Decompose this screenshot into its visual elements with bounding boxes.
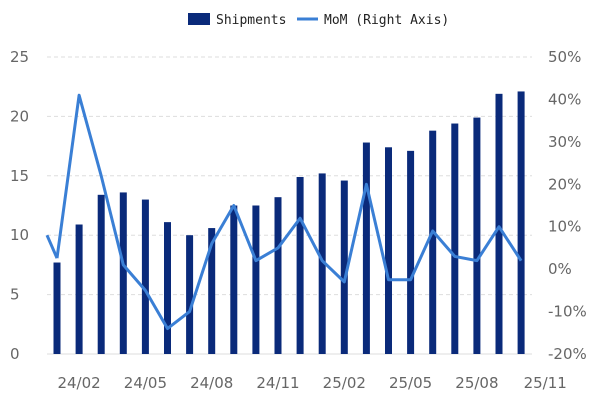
bar-25/08 (473, 117, 481, 354)
x-tick-label: 25/11 (524, 374, 567, 392)
gridlines (47, 56, 532, 355)
legend-swatch-shipments (188, 13, 210, 25)
right-tick-label: 10% (548, 218, 581, 236)
legend-label-mom: MoM (Right Axis) (324, 13, 449, 28)
bar-24/06 (164, 222, 171, 354)
right-tick-label: 30% (548, 133, 581, 151)
mom-line-path (55, 93, 523, 331)
x-tick-label: 24/11 (256, 374, 299, 392)
left-tick-label: 0 (10, 345, 20, 363)
right-tick-label: -10% (548, 303, 587, 321)
left-tick-label: 10 (10, 226, 29, 244)
x-tick-label: 25/05 (389, 374, 432, 392)
right-tick-label: 20% (548, 175, 581, 193)
bars (53, 91, 525, 355)
legend-label-shipments: Shipments (216, 13, 286, 28)
left-tick-label: 20 (10, 107, 29, 125)
right-tick-label: 40% (548, 90, 581, 108)
bar-25/02 (340, 180, 348, 354)
bar-24/03 (97, 194, 105, 354)
bar-24/02 (75, 224, 83, 354)
bar-24/11 (274, 197, 282, 354)
x-tick-label: 25/08 (455, 374, 498, 392)
bar-24/12 (296, 176, 304, 354)
bar-24/09 (230, 205, 238, 354)
bar-25/10 (517, 91, 525, 355)
bar-24/05 (141, 199, 149, 354)
bar-25/07 (451, 123, 459, 354)
bar-24/07 (186, 235, 194, 354)
bar-24/04 (119, 192, 127, 354)
left-tick-label: 15 (10, 167, 29, 185)
right-tick-label: -20% (548, 345, 587, 363)
x-tick-label: 25/02 (323, 374, 366, 392)
x-tick-label: 24/02 (57, 374, 100, 392)
bar-25/09 (495, 93, 503, 354)
mom-line-lead (45, 234, 59, 259)
bar-24/08 (208, 228, 216, 354)
legend: Shipments MoM (Right Axis) (188, 13, 449, 28)
bar-25/01 (318, 173, 326, 354)
x-axis-ticks: 24/02 24/05 24/08 24/11 25/02 25/05 25/08 25/11 (57, 374, 566, 392)
x-tick-label: 24/08 (190, 374, 233, 392)
right-axis-ticks: -20% -10% 0% 10% 20% 30% 40% 50% (548, 48, 587, 363)
bar-24/01 (53, 262, 61, 354)
left-tick-label: 5 (10, 286, 20, 304)
left-tick-label: 25 (10, 48, 29, 66)
bar-25/04 (385, 147, 392, 354)
bar-25/05 (407, 150, 415, 354)
bar-24/10 (252, 205, 260, 354)
right-tick-label: 50% (548, 48, 581, 66)
x-tick-label: 24/05 (124, 374, 167, 392)
bar-25/06 (429, 130, 437, 354)
mom-line (45, 93, 523, 331)
left-axis-ticks: 0 5 10 15 20 25 (10, 48, 29, 363)
right-tick-label: 0% (548, 260, 572, 278)
bar-25/03 (362, 142, 370, 354)
